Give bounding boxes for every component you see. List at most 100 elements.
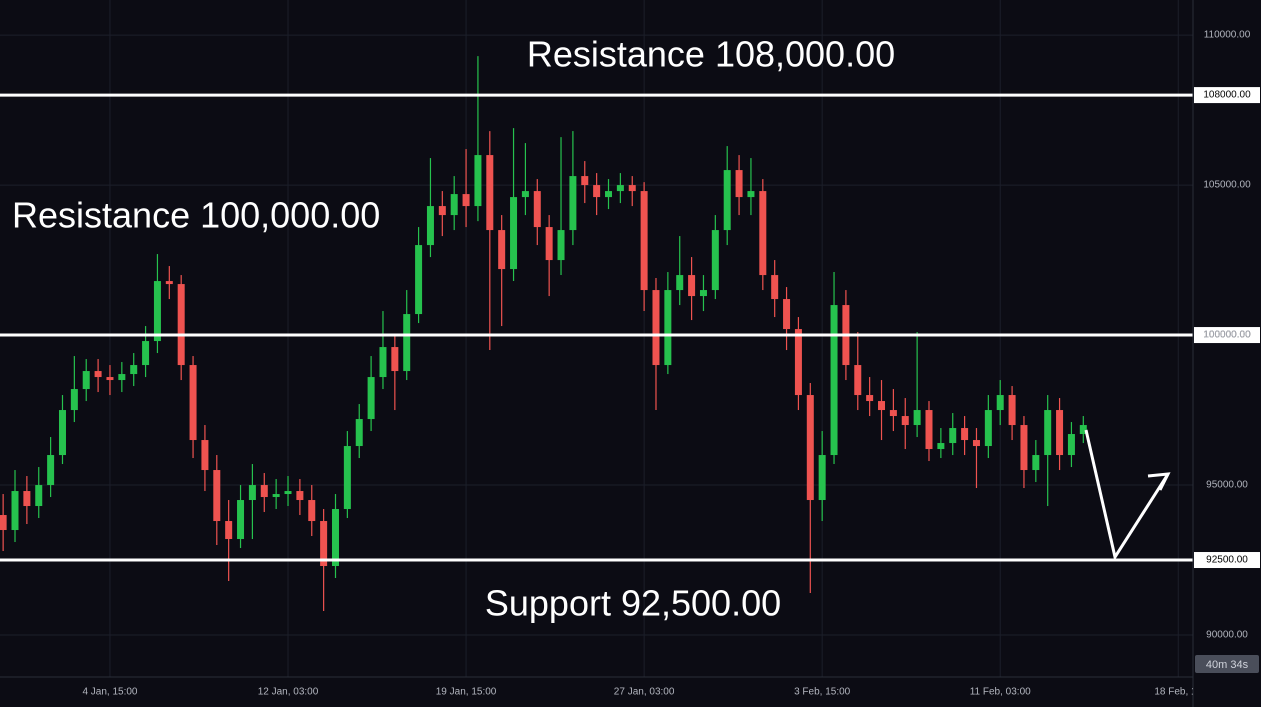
candle-body [391,347,399,372]
candle-body [747,191,755,198]
candle-body [23,491,31,507]
candle-body [854,365,862,396]
candle-body [925,410,933,450]
price-axis: 90000.00 95000.00 100000.00 105000.00 110000… [1203,30,1251,641]
candle-body [284,491,292,495]
candle-body [878,401,886,411]
candle-body [806,395,814,501]
candle-body [723,170,731,231]
candle-body [794,329,802,396]
y-tick-label: 90000.00 [1206,630,1248,641]
candle-body [213,470,221,522]
candle-body [106,377,114,381]
level-label-box [1194,327,1260,344]
candle-body [1067,434,1075,456]
annotation: Resistance 108,000.00 [527,34,895,75]
candle-body [379,347,387,378]
y-tick-label: 95000.00 [1206,480,1248,491]
x-tick-label: 27 Jan, 03:00 [614,687,675,698]
candle-body [533,191,541,228]
candle-body [759,191,767,276]
x-tick-label: 11 Feb, 03:00 [970,687,1031,698]
annotation: Support 92,500.00 [485,583,781,624]
candle-body [130,365,138,375]
candle-body [664,290,672,366]
candle-body [462,194,470,207]
candle-body [296,491,304,501]
candle-body [652,290,660,366]
candle-body [201,440,209,471]
candle-body [486,155,494,231]
candle-body [830,305,838,456]
candle-body [272,494,280,498]
candle-body [11,491,19,531]
time-axis: 4 Jan, 15:00 12 Jan, 03:00 19 Jan, 15:00 27… [82,687,1202,698]
candle-body [153,281,161,342]
candle-body [58,410,66,456]
candle-body [783,299,791,330]
candle-body [142,341,150,366]
candle-body [367,377,375,420]
candle-body [403,314,411,372]
candle-body [818,455,826,501]
level-label: 100000.00 [1203,330,1251,341]
candle-body [996,395,1004,411]
candle-body [569,176,577,231]
candle-body [165,281,173,285]
level-label: 108000.00 [1203,90,1251,101]
candle-body [70,389,78,411]
candle-body [331,509,339,567]
candle-body [177,284,185,366]
candle-body [1008,395,1016,426]
candle-body [545,227,553,261]
x-tick-label: 18 Feb, 15 [1154,687,1202,698]
candle-body [628,185,636,192]
candle-body [35,485,43,507]
y-tick-label: 105000.00 [1203,180,1251,191]
levels: 108000.00 100000.00 92500.00 [0,87,1260,569]
candle-body [118,374,126,381]
candle-body [699,290,707,297]
projection-arrow [1084,429,1170,561]
candle-body [521,191,529,198]
candle-body [355,419,363,447]
candle-body [1020,425,1028,471]
arrow-head [1147,472,1171,491]
candle-body [688,275,696,297]
candle-body [237,500,245,540]
candle-body [972,440,980,447]
candle-body [711,230,719,291]
candle-body [82,371,90,390]
candle-body [557,230,565,261]
level-label-box [1194,552,1260,569]
candle-body [0,515,7,531]
candle-body [248,485,256,501]
candle-body [605,191,613,198]
annotation: Resistance 100,000.00 [12,195,380,236]
candle-body [581,176,589,186]
candle-body [901,416,909,426]
candle-body [1079,425,1087,435]
candle-body [937,443,945,450]
candle-body [771,275,779,300]
countdown: 40m 34s [1206,659,1249,671]
candle-body [676,275,684,291]
candle-body [984,410,992,447]
candle-body [593,185,601,198]
candle-body [474,155,482,207]
candle-body [913,410,921,426]
candle-body [94,371,102,378]
candle-body [1032,455,1040,471]
candle-body [438,206,446,216]
candle-body [640,191,648,291]
candle-body [225,521,233,540]
candle-body [1044,410,1052,456]
x-tick-label: 19 Jan, 15:00 [436,687,497,698]
x-tick-label: 4 Jan, 15:00 [82,687,137,698]
x-tick-label: 12 Jan, 03:00 [258,687,319,698]
candle-body [961,428,969,441]
candle-body [189,365,197,441]
candle-body [616,185,624,192]
